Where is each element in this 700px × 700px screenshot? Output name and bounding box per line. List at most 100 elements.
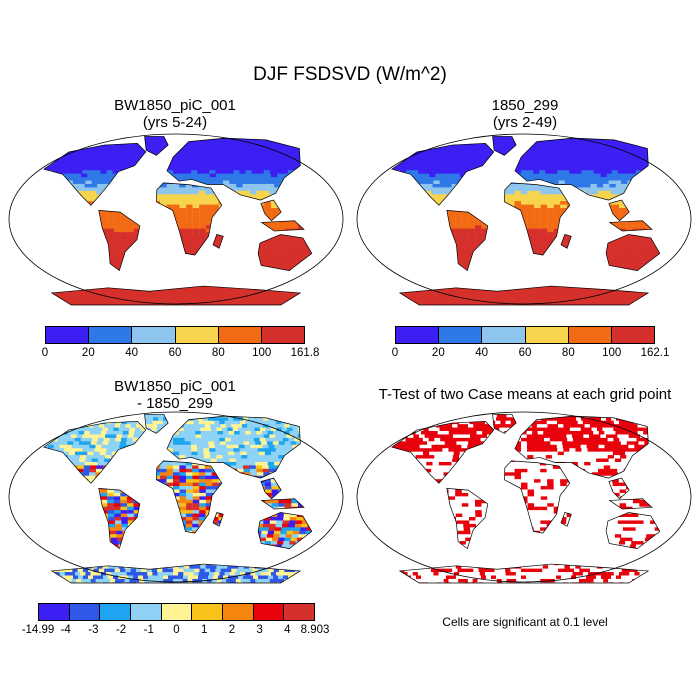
colorbar-difference — [38, 603, 315, 621]
colorbar-case2-tick-label: 100 — [602, 347, 622, 359]
colorbar-difference-tick-label: 8.903 — [300, 624, 330, 636]
panel4-title-line1: T-Test of two Case means at each grid po… — [378, 386, 672, 403]
colorbar-difference-swatch — [223, 604, 254, 620]
colorbar-case2-swatch — [439, 327, 483, 343]
map-border — [356, 411, 692, 583]
colorbar-difference-tick-label: -14.99 — [21, 624, 55, 636]
panel3-title-line1: BW1850_piC_001 — [114, 378, 236, 395]
coastline-namerica — [391, 420, 495, 484]
coastline-eurasia — [514, 137, 649, 201]
coastline-greenland — [492, 414, 517, 434]
coastline-eurasia — [166, 415, 301, 479]
map-ttest-significance — [356, 411, 692, 584]
colorbar-case1-swatch — [132, 327, 176, 343]
colorbar-case2-swatch — [396, 327, 440, 343]
coastline-antarctica — [50, 285, 302, 306]
colorbar-case1-tick-label: 0 — [41, 347, 49, 359]
colorbar-difference-tick-label: -3 — [88, 624, 99, 636]
colorbar-case1-tick-label: 80 — [211, 347, 225, 359]
colorbar-difference-tick-label: 1 — [200, 624, 208, 636]
colorbar-case2-tick-label: 162.1 — [640, 347, 670, 359]
colorbar-case1-labels: 0 20 40 60 80 100 161.8 — [41, 347, 320, 361]
coastline-samerica — [446, 210, 489, 272]
coastline-madagascar — [560, 234, 572, 249]
coastline-seasia — [260, 477, 282, 500]
colorbar-case1-tick-label: 100 — [252, 347, 272, 359]
coastline-greenland — [492, 136, 517, 156]
colorbar-case1-tick-label: 60 — [168, 347, 182, 359]
coastline-antarctica — [398, 563, 650, 584]
coastline-namerica — [43, 142, 147, 206]
coastline-seasia — [260, 199, 282, 222]
panel2-title: 1850_299 (yrs 2-49) — [410, 97, 640, 131]
coastline-australia — [605, 234, 661, 271]
coastline-greenland — [144, 136, 169, 156]
coastline-samerica — [98, 488, 141, 550]
colorbar-case2-tick-label: 40 — [475, 347, 489, 359]
colorbar-difference-swatch — [69, 604, 101, 620]
coastline-madagascar — [560, 512, 572, 527]
panel2-title-line1: 1850_299 — [491, 97, 559, 114]
coastline-eurasia — [166, 137, 301, 201]
colorbar-case2-tick-label: 20 — [431, 347, 445, 359]
panel3-title-line2: - 1850_299 — [137, 395, 213, 412]
coastline-australia — [257, 512, 313, 549]
colorbar-case1-tick-label: 20 — [81, 347, 95, 359]
colorbar-case2-swatch — [611, 327, 655, 343]
map-border — [356, 133, 692, 305]
colorbar-difference-swatch — [131, 604, 162, 620]
colorbar-difference-swatch — [192, 604, 224, 620]
colorbar-case2-tick-label: 80 — [561, 347, 575, 359]
colorbar-difference-tick-label: 2 — [228, 624, 236, 636]
coastline-antarctica — [50, 563, 302, 584]
coastline-australia — [605, 512, 661, 549]
colorbar-case1-swatch — [261, 327, 305, 343]
colorbar-case2-swatch — [525, 327, 569, 343]
panel3-title: BW1850_piC_001 - 1850_299 — [60, 378, 290, 412]
coastline-indonesia — [608, 498, 653, 510]
colorbar-case1-swatch — [175, 327, 219, 343]
colorbar-case1-swatch — [46, 327, 90, 343]
coastline-antarctica — [398, 285, 650, 306]
panel1-title-line2: (yrs 5-24) — [142, 114, 208, 131]
colorbar-difference-tick-label: -4 — [60, 624, 71, 636]
coastline-africa — [156, 182, 223, 256]
colorbar-case1 — [45, 326, 305, 344]
colorbar-difference-swatch — [284, 604, 315, 620]
panel2-title-line2: (yrs 2-49) — [492, 114, 558, 131]
colorbar-difference-swatch — [161, 604, 193, 620]
panel1-title-line1: BW1850_piC_001 — [114, 97, 236, 114]
coastline-africa — [504, 460, 571, 534]
colorbar-case1-tick-label: 40 — [125, 347, 139, 359]
coastline-seasia — [608, 477, 630, 500]
colorbar-case1-swatch — [218, 327, 262, 343]
colorbar-case2-swatch — [568, 327, 612, 343]
coastline-indonesia — [260, 498, 305, 510]
map-border — [8, 133, 344, 305]
colorbar-difference-tick-label: -1 — [143, 624, 154, 636]
coastline-madagascar — [212, 234, 224, 249]
colorbar-case1-tick-label: 161.8 — [290, 347, 320, 359]
coastline-samerica — [446, 488, 489, 550]
colorbar-difference-tick-label: -2 — [115, 624, 127, 636]
coastline-indonesia — [260, 220, 305, 232]
colorbar-difference-swatch — [39, 604, 70, 620]
colorbar-case1-swatch — [89, 327, 133, 343]
coastline-africa — [504, 182, 571, 256]
map-difference — [8, 411, 344, 584]
panel4-title: T-Test of two Case means at each grid po… — [355, 386, 695, 403]
colorbar-difference-swatch — [253, 604, 285, 620]
coastline-samerica — [98, 210, 141, 272]
coastline-namerica — [43, 420, 147, 484]
coastline-seasia — [608, 199, 630, 222]
map-case1-mean — [8, 133, 344, 306]
coastline-namerica — [391, 142, 495, 206]
colorbar-difference-swatch — [100, 604, 132, 620]
coastline-indonesia — [608, 220, 653, 232]
coastline-eurasia — [514, 415, 649, 479]
coastline-greenland — [144, 414, 169, 434]
map-border — [8, 411, 344, 583]
colorbar-case2-tick-label: 0 — [391, 347, 399, 359]
colorbar-case2 — [395, 326, 655, 344]
colorbar-difference-tick-label: 4 — [284, 624, 291, 636]
